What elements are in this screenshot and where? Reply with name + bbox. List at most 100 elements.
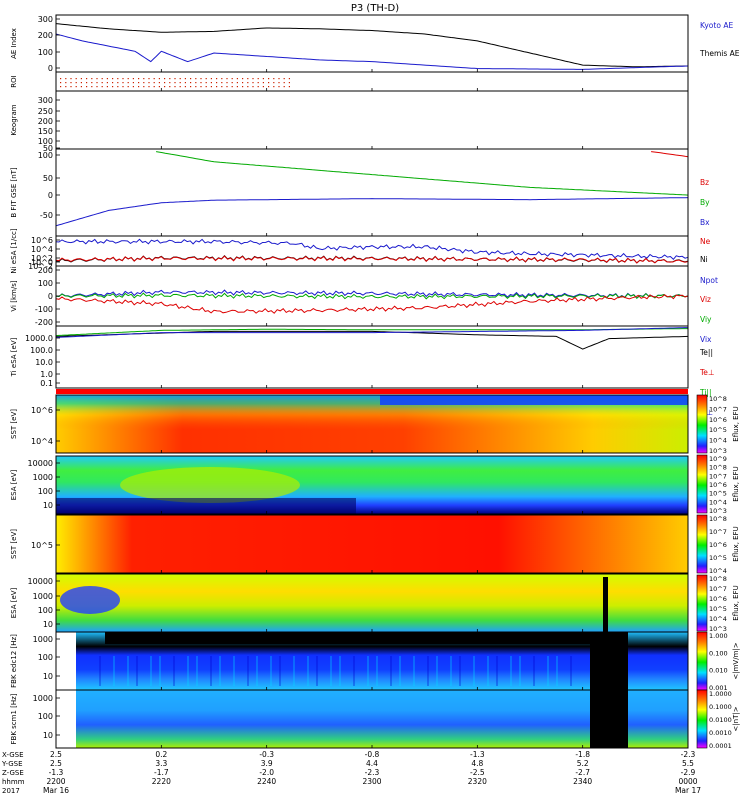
- xaxis-t: 2240: [257, 777, 276, 786]
- roi-dot: [278, 82, 280, 84]
- ylabel-sst2: SST [eV]: [10, 529, 18, 559]
- ytick-label: 150: [38, 127, 53, 136]
- roi-dot: [210, 78, 212, 80]
- xaxis-t: 2200: [46, 777, 65, 786]
- roi-dot: [70, 78, 72, 80]
- roi-dot: [148, 82, 150, 84]
- roi-dot: [70, 86, 72, 88]
- ylabel-fbk2: FBK scm1 [Hz]: [10, 693, 18, 744]
- roi-dot: [288, 82, 290, 84]
- roi-dot: [283, 82, 285, 84]
- ylabel-fbk1: FBK edc12 [Hz]: [10, 634, 18, 688]
- ytick-label: 100: [38, 137, 53, 146]
- roi-dot: [216, 86, 218, 88]
- ytick-label: 10.0: [35, 358, 53, 367]
- roi-dot: [216, 78, 218, 80]
- ytick-label: 50: [43, 144, 53, 153]
- ytick-label: 10^5: [31, 541, 53, 550]
- legend-ti: Te||: [699, 348, 713, 357]
- ytick-label: 100: [38, 279, 53, 288]
- roi-dot: [190, 78, 192, 80]
- xaxis-x: 2.5: [50, 750, 62, 759]
- roi-dot: [106, 82, 108, 84]
- fbk1-black-band: [105, 632, 595, 644]
- ytick-label: 1000: [33, 635, 53, 644]
- roi-dot: [117, 78, 119, 80]
- roi-dot: [112, 86, 114, 88]
- ylabel-sst1: SST [eV]: [10, 409, 18, 439]
- roi-dot: [158, 86, 160, 88]
- ytick-label: 1000: [33, 694, 53, 703]
- roi-dot: [132, 82, 134, 84]
- fbk2-spectrogram: [76, 690, 688, 748]
- legend-bfit: Bz: [700, 178, 709, 187]
- xaxis-x: -0.3: [259, 750, 274, 759]
- xaxis-y: 4.4: [366, 759, 378, 768]
- roi-dot: [174, 82, 176, 84]
- roi-dot: [252, 82, 254, 84]
- colorbar-tick: 1.000: [709, 632, 728, 640]
- fbk2-nodata: [56, 690, 76, 748]
- roi-dot: [164, 82, 166, 84]
- colorbar-tick: 0.001: [709, 684, 728, 692]
- ytick-label: 1000.0: [25, 334, 53, 343]
- series-Ti: [55, 328, 688, 337]
- panel-frame-kgm: [55, 90, 689, 150]
- spectrograms: [56, 78, 688, 748]
- xaxis-y: 5.5: [682, 759, 694, 768]
- colorbar-label: Eflux, EFU: [732, 585, 740, 620]
- roi-dot: [60, 78, 62, 80]
- roi-dot: [195, 78, 197, 80]
- roi-dot: [143, 78, 145, 80]
- ytick-label: 10: [43, 501, 53, 510]
- ylabel-kgm: Keogram: [10, 104, 18, 135]
- roi-dot: [65, 78, 67, 80]
- colorbar-tick: 10^5: [709, 605, 727, 613]
- series-Bx: [55, 197, 689, 227]
- panel-frame-ae: [55, 14, 689, 73]
- colorbar-tick: 10^4: [709, 567, 727, 575]
- ytick-label: 100: [38, 712, 53, 721]
- colorbar-tick: 0.0100: [709, 716, 732, 724]
- roi-dot: [60, 86, 62, 88]
- colorbar-cb6: [696, 689, 708, 749]
- xaxis-x: -1.8: [575, 750, 590, 759]
- xaxis-row-label: hhmm: [2, 778, 25, 786]
- ylabel-esa1: ESA [eV]: [10, 469, 18, 500]
- roi-dot: [169, 78, 171, 80]
- colorbar-tick: 0.010: [709, 667, 728, 675]
- roi-dot: [60, 82, 62, 84]
- roi-dot: [273, 82, 275, 84]
- roi-dot: [138, 82, 140, 84]
- xaxis-x: -0.8: [365, 750, 380, 759]
- roi-dot: [127, 78, 129, 80]
- roi-dot: [65, 86, 67, 88]
- series-Te: [55, 330, 689, 350]
- roi-dot: [96, 82, 98, 84]
- ytick-label: -200: [35, 318, 53, 327]
- roi-dot: [101, 82, 103, 84]
- colorbar-tick: 0.1000: [709, 703, 732, 711]
- colorbar-label: <|nT|>: [732, 706, 740, 731]
- sst1-top-band: [56, 389, 688, 394]
- roi-dot: [262, 78, 264, 80]
- ylabel-roi: ROI: [10, 75, 18, 87]
- legend-vi: Viy: [700, 315, 712, 324]
- ytick-label: -100: [35, 305, 53, 314]
- ylabel-esa2: ESA [eV]: [10, 587, 18, 618]
- xaxis-z: -2.9: [681, 768, 696, 777]
- ytick-label: 100: [38, 48, 53, 57]
- roi-dot: [257, 86, 259, 88]
- roi-dot: [236, 78, 238, 80]
- roi-dot: [242, 86, 244, 88]
- ytick-label: 0: [48, 191, 53, 200]
- colorbar-tick: 1.0000: [709, 690, 732, 698]
- roi-dot: [122, 78, 124, 80]
- roi-dot: [132, 86, 134, 88]
- roi-dot: [148, 78, 150, 80]
- ylabel-ni: Ni eSA [1/cc]: [10, 228, 18, 274]
- colorbar-cb5: [696, 631, 708, 691]
- ytick-label: 1000: [33, 473, 53, 482]
- roi-dot: [236, 86, 238, 88]
